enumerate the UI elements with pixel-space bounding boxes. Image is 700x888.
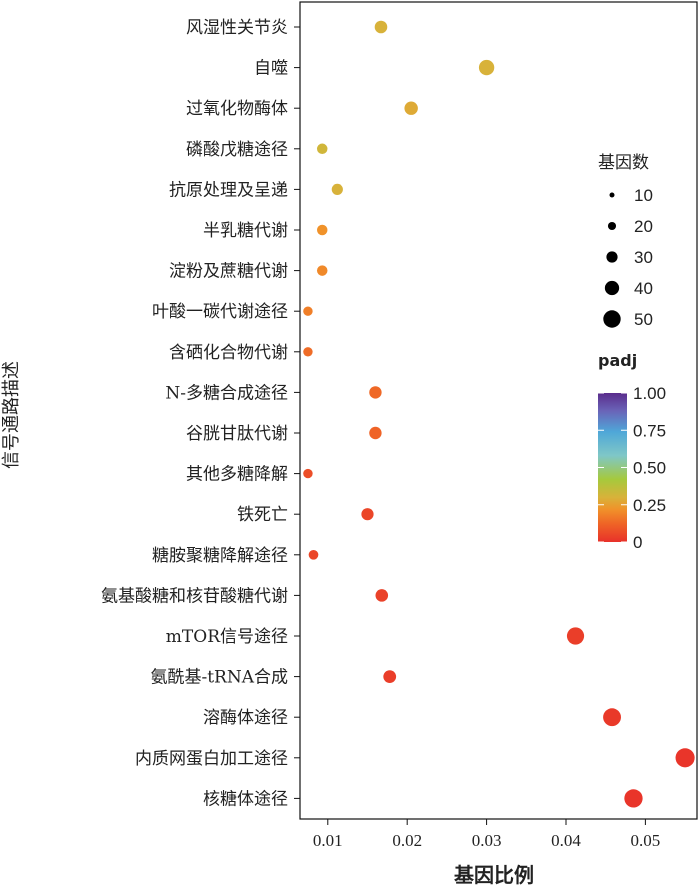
y-tick-label: 谷胱甘肽代谢 (186, 424, 288, 444)
y-tick-label: 含硒化合物代谢 (169, 343, 288, 363)
y-tick-label: 核糖体途径 (203, 789, 288, 809)
size-legend-dot (606, 251, 618, 263)
data-point (369, 386, 382, 399)
data-point (303, 468, 313, 479)
plot-panel (299, 1, 698, 820)
data-point (308, 549, 319, 560)
y-tick-label: 自噬 (254, 59, 288, 79)
data-point (675, 748, 695, 768)
size-legend-label: 40 (634, 279, 653, 298)
data-point (624, 789, 643, 808)
y-tick-label: 内质网蛋白加工途径 (135, 749, 288, 769)
color-tick-label: 0 (633, 533, 642, 552)
size-legend-label: 10 (634, 186, 653, 205)
data-point (316, 265, 328, 276)
color-tick-label: 0.25 (633, 496, 666, 515)
data-point (374, 20, 388, 34)
y-tick-label: N-多糖合成途径 (165, 383, 288, 403)
y-tick-label: 溶酶体途径 (203, 708, 288, 728)
size-legend-dot (607, 221, 617, 231)
y-tick-label: 叶酸一碳代谢途径 (152, 302, 288, 322)
y-tick-label: 半乳糖代谢 (203, 221, 288, 241)
data-point (331, 183, 343, 195)
color-legend: padj 1.00 0.75 0.50 0.25 0 (598, 351, 666, 552)
size-legend: 基因数 10 20 30 40 50 (598, 153, 653, 329)
size-legend-dot (604, 280, 620, 296)
data-point (375, 589, 389, 602)
size-legend-label: 30 (634, 248, 653, 267)
y-tick-label: 淀粉及蔗糖代谢 (169, 262, 288, 282)
y-tick-label: 风湿性关节炎 (186, 18, 288, 38)
data-point (603, 708, 621, 727)
y-tick-label: 磷酸戊糖途径 (186, 140, 288, 160)
data-point (566, 627, 585, 645)
data-point (303, 347, 313, 357)
y-axis-label: 信号通路描述 (1, 361, 22, 469)
y-tick-label: 糖胺聚糖降解途径 (152, 546, 288, 566)
data-point (303, 306, 313, 316)
size-legend-dot (609, 192, 615, 198)
data-point (383, 670, 397, 683)
x-tick-label: 0.01 (313, 831, 343, 850)
x-axis-label: 基因比例 (454, 863, 534, 887)
size-legend-label: 20 (634, 217, 653, 236)
data-point (316, 143, 328, 155)
size-legend-label: 50 (634, 310, 653, 329)
data-points (303, 20, 695, 808)
data-point (404, 101, 418, 115)
y-tick-label: 氨酰基-tRNA合成 (150, 668, 288, 688)
data-point (478, 59, 495, 76)
x-tick-labels: 0.01 0.02 0.03 0.04 0.05 (313, 831, 660, 850)
color-tick-label: 0.75 (633, 421, 666, 440)
color-tick-label: 1.00 (633, 384, 666, 403)
data-point (369, 426, 382, 440)
x-tick-label: 0.02 (392, 831, 422, 850)
y-tick-label: mTOR信号途径 (166, 627, 288, 647)
y-tick-label: 氨基酸糖和核苷酸糖代谢 (101, 586, 288, 606)
color-tick-label: 0.50 (633, 459, 666, 478)
y-tick-labels: 风湿性关节炎自噬过氧化物酶体磷酸戊糖途径抗原处理及呈递半乳糖代谢淀粉及蔗糖代谢叶… (101, 18, 288, 809)
data-point (316, 224, 328, 236)
size-legend-title: 基因数 (598, 153, 649, 173)
x-tick-marks (327, 819, 646, 825)
y-tick-marks (294, 26, 300, 799)
y-tick-label: 过氧化物酶体 (186, 99, 288, 119)
x-tick-label: 0.03 (472, 831, 502, 850)
color-legend-title: padj (598, 351, 637, 370)
y-tick-label: 铁死亡 (237, 505, 288, 525)
x-tick-label: 0.04 (551, 831, 581, 850)
data-point (361, 508, 374, 521)
y-tick-label: 其他多糖降解 (186, 465, 288, 485)
y-tick-label: 抗原处理及呈递 (169, 180, 288, 200)
x-tick-label: 0.05 (631, 831, 661, 850)
size-legend-dot (603, 310, 621, 328)
